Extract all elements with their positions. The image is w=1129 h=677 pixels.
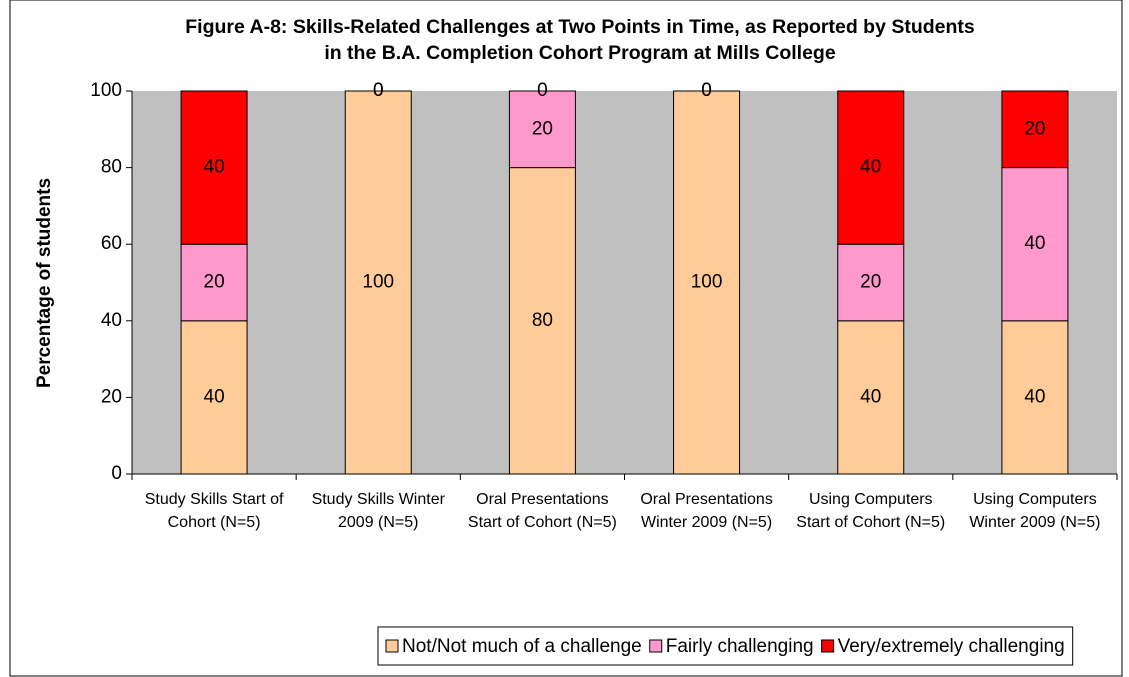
x-tick-label: Study Skills Winter 2009 (N=5): [311, 491, 445, 531]
data-label: 20: [860, 272, 881, 293]
x-tick-label: Using Computers Start of Cohort (N=5): [796, 491, 946, 531]
x-tick-label: Oral Presentations Winter 2009 (N=5): [640, 491, 773, 531]
bar-segment: [673, 90, 741, 475]
legend-label: Fairly challenging: [666, 636, 814, 657]
legend-swatch: [385, 639, 399, 653]
bar-segment: [837, 243, 905, 322]
data-label: 0: [373, 80, 384, 101]
x-tick-label: Using Computers Winter 2009 (N=5): [969, 491, 1101, 531]
plot-area: [132, 91, 1117, 474]
bar-segment: [344, 90, 412, 475]
bar-segment: [1001, 90, 1069, 169]
data-label: 40: [1024, 233, 1045, 254]
data-label: 0: [537, 80, 548, 101]
bar-segment: [180, 90, 248, 245]
y-tick-label: 40: [101, 310, 122, 331]
bar-segment: [508, 167, 576, 475]
data-label: 0: [373, 80, 384, 101]
bar-segment: [180, 243, 248, 322]
data-label: 100: [362, 272, 394, 293]
data-label: 40: [1024, 386, 1045, 407]
data-label: 0: [701, 80, 712, 101]
bar-segment: [837, 320, 905, 475]
legend-swatch: [821, 639, 835, 653]
y-tick-label: 0: [111, 463, 122, 484]
y-tick-label: 100: [90, 80, 122, 101]
data-label: 40: [204, 157, 225, 178]
data-label: 40: [204, 386, 225, 407]
legend-label: Not/Not much of a challenge: [402, 636, 642, 657]
chart-border: [9, 0, 1123, 677]
y-tick-label: 20: [101, 386, 122, 407]
data-label: 20: [532, 118, 553, 139]
legend-swatch: [649, 639, 663, 653]
bar-segment: [837, 90, 905, 245]
legend-label: Very/extremely challenging: [838, 636, 1065, 657]
y-axis-label: Percentage of students: [34, 178, 55, 388]
chart-title: Figure A-8: Skills-Related Challenges at…: [185, 16, 975, 64]
data-label: 40: [860, 157, 881, 178]
bar-segment: [1001, 320, 1069, 475]
y-tick-label: 60: [101, 233, 122, 254]
legend: [377, 626, 1074, 666]
bar-segment: [180, 320, 248, 475]
x-tick-label: Oral Presentations Start of Cohort (N=5): [467, 491, 617, 531]
data-label: 40: [860, 386, 881, 407]
data-label: 80: [532, 310, 553, 331]
bar-segment: [508, 90, 576, 169]
data-label: 20: [1024, 118, 1045, 139]
data-label: 0: [701, 80, 712, 101]
data-label: 100: [691, 272, 723, 293]
y-tick-label: 80: [101, 157, 122, 178]
data-label: 20: [204, 272, 225, 293]
x-tick-label: Study Skills Start of Cohort (N=5): [144, 491, 284, 531]
